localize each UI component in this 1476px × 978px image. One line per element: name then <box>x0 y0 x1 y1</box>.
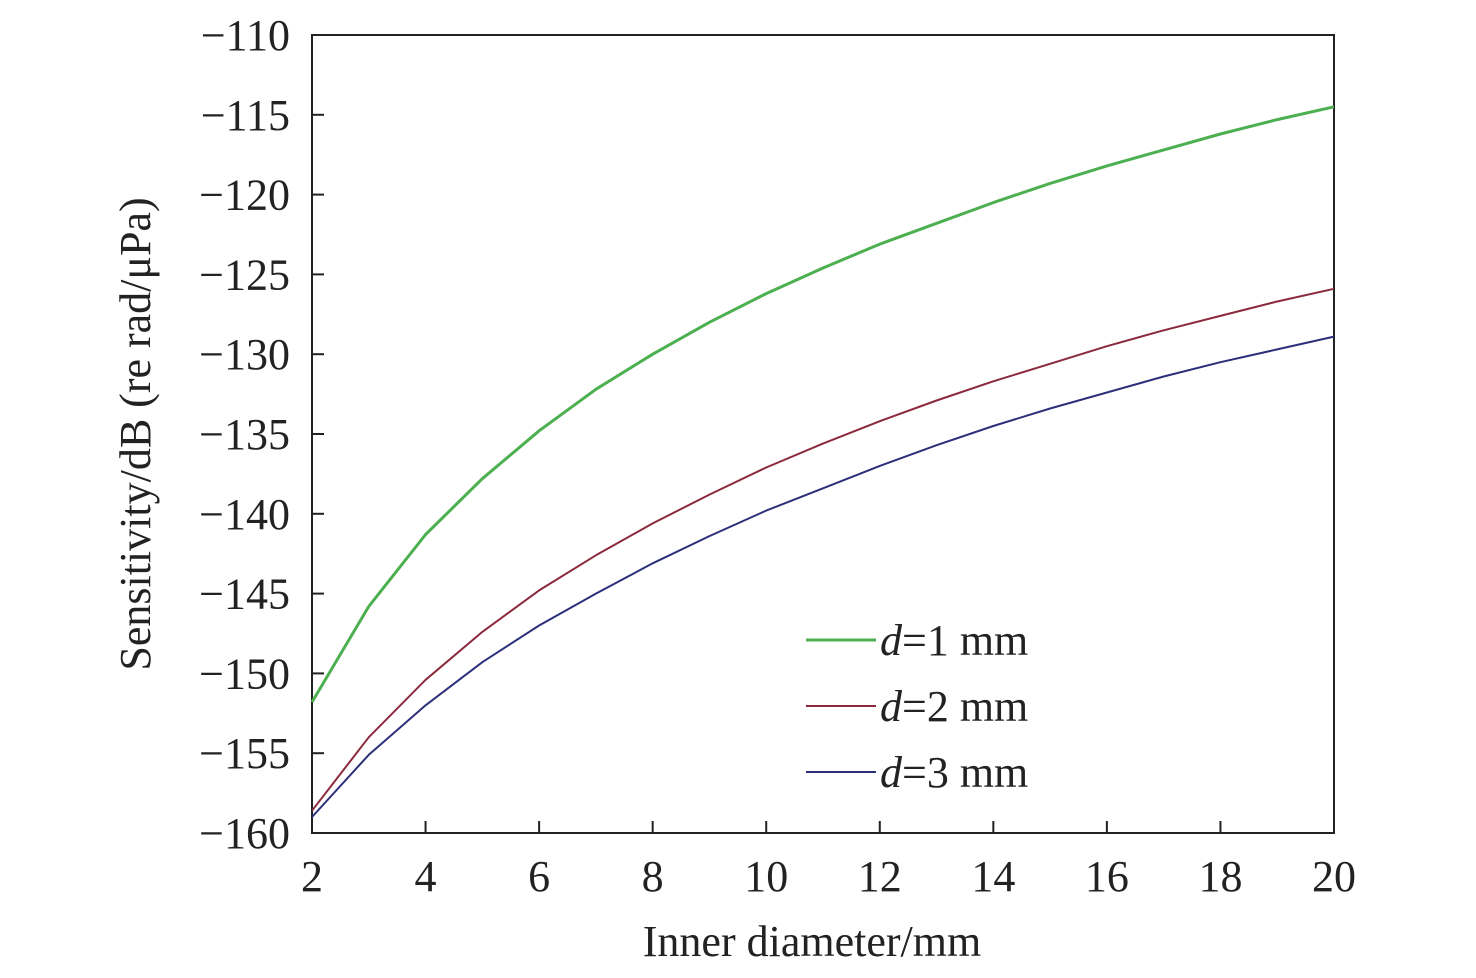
y-tick-label: −115 <box>201 91 290 140</box>
y-axis: −110 −115 −120 −125 −130 −135 −140 −145 −150 −155… <box>199 11 324 858</box>
x-tick-label: 20 <box>1312 852 1356 901</box>
y-tick-label: −145 <box>199 570 290 619</box>
legend-label-1: d=1 mm <box>880 616 1028 665</box>
x-tick-label: 4 <box>415 852 437 901</box>
y-tick-label: −125 <box>199 250 290 299</box>
x-axis: 2 4 6 8 10 12 14 16 18 20 <box>301 821 1356 901</box>
x-tick-label: 6 <box>528 852 550 901</box>
legend-variable: d <box>880 682 903 731</box>
series-line-3 <box>311 335 1335 818</box>
legend-value: =1 mm <box>902 616 1028 665</box>
legend-variable: d <box>880 616 903 665</box>
x-axis-label: Inner diameter/mm <box>643 917 981 966</box>
x-tick-label: 16 <box>1085 852 1129 901</box>
x-tick-label: 10 <box>744 852 788 901</box>
y-tick-label: −140 <box>199 490 290 539</box>
legend: d=1 mmd=2 mmd=3 mm <box>806 616 1028 797</box>
x-tick-label: 18 <box>1198 852 1242 901</box>
legend-label-2: d=2 mm <box>880 682 1028 731</box>
series-line-1 <box>310 105 1335 703</box>
x-tick-label: 12 <box>858 852 902 901</box>
series-layer <box>310 105 1335 818</box>
plot-frame <box>311 34 1335 834</box>
x-tick-label: 8 <box>642 852 664 901</box>
y-tick-label: −120 <box>199 171 290 220</box>
legend-value: =2 mm <box>902 682 1028 731</box>
y-tick-label: −135 <box>199 410 290 459</box>
y-tick-label: −110 <box>201 11 290 60</box>
legend-label-3: d=3 mm <box>880 748 1028 797</box>
y-axis-label: Sensitivity/dB (re rad/μPa) <box>111 197 160 670</box>
x-tick-label: 14 <box>971 852 1015 901</box>
y-tick-label: −155 <box>199 729 290 778</box>
legend-value: =3 mm <box>902 748 1028 797</box>
y-tick-label: −160 <box>199 809 290 858</box>
y-tick-label: −130 <box>199 330 290 379</box>
x-tick-label: 2 <box>301 852 323 901</box>
series-line-2 <box>311 287 1335 812</box>
legend-variable: d <box>880 748 903 797</box>
y-tick-label: −150 <box>199 649 290 698</box>
